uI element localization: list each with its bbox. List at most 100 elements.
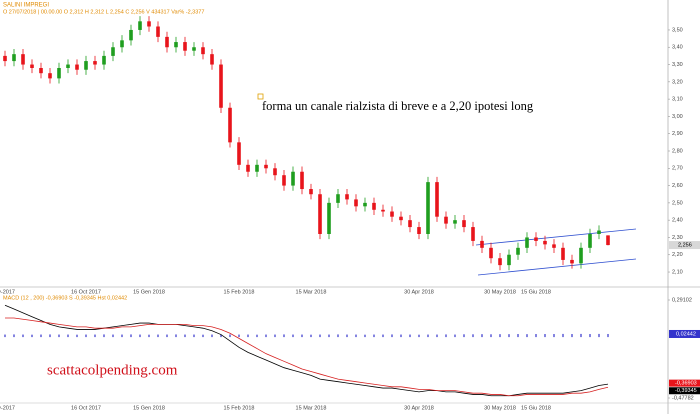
candle-body: [372, 202, 376, 210]
histogram-bar: [40, 334, 42, 338]
histogram-bar: [22, 334, 24, 338]
histogram-bar: [364, 334, 366, 338]
candle-body: [228, 107, 232, 143]
candle-body: [453, 220, 457, 224]
candle-body: [264, 164, 268, 169]
x-tick-label: 15 Mar 2018: [296, 289, 327, 295]
candle-body: [291, 171, 295, 186]
candle-body: [174, 42, 178, 48]
y-tick-label: 3,40: [672, 45, 683, 51]
candle-body: [102, 55, 106, 65]
histogram-bar: [409, 334, 411, 338]
x-tick-label: 15 Feb 2018: [224, 405, 255, 411]
histogram-bar: [211, 334, 213, 338]
histogram-bar: [508, 334, 510, 338]
candle-body: [489, 247, 493, 259]
candle-body: [417, 227, 421, 234]
histogram-bar: [247, 334, 249, 338]
candle-body: [390, 211, 394, 217]
candle-body: [237, 142, 241, 165]
histogram-bar: [490, 334, 492, 338]
histogram-bar: [355, 334, 357, 338]
histogram-bar: [274, 334, 276, 338]
candle-body: [282, 175, 286, 186]
x-tick-label: 15 Mar 2018: [296, 405, 327, 411]
ohlc-info: O 27/07/2018 | 00.00.00 O 2,312 H 2,312 …: [3, 9, 204, 15]
hist-label: 0,02442: [676, 331, 696, 337]
x-tick-label: 15 Feb 2018: [224, 289, 255, 295]
x-tick-label: 15 Gen 2018: [133, 289, 165, 295]
y-tick-label: 2,90: [672, 131, 683, 137]
histogram-bar: [220, 334, 222, 338]
x-tick-label: 30 May 2018: [484, 289, 516, 295]
histogram-bar: [418, 334, 420, 338]
candle-body: [399, 216, 403, 221]
histogram-bar: [517, 334, 519, 338]
candle-body: [93, 61, 97, 65]
x-tick-label: ov-2017: [0, 289, 15, 295]
histogram-bar: [463, 334, 465, 338]
macd-value-box: [669, 379, 700, 387]
candle-body: [120, 40, 124, 48]
histogram-bar: [346, 334, 348, 338]
candle-body: [66, 64, 70, 68]
histogram-bar: [58, 334, 60, 338]
candle-body: [507, 254, 511, 266]
candle-body: [327, 202, 331, 234]
candle-body: [219, 64, 223, 108]
histogram-bar: [589, 334, 591, 338]
candle-body: [381, 209, 385, 212]
candle-body: [12, 54, 16, 62]
histogram-bar: [256, 334, 258, 338]
x-tick-label: 30 Apr 2018: [404, 405, 434, 411]
histogram-bar: [184, 334, 186, 338]
candle-body: [138, 21, 142, 30]
candle-body: [354, 199, 358, 207]
macd-y-tick-label: 0,29102: [672, 297, 692, 303]
histogram-bar: [13, 334, 15, 338]
candle-body: [588, 233, 592, 248]
histogram-bar: [130, 334, 132, 338]
y-tick-label: 3,00: [672, 114, 683, 120]
candle-body: [318, 194, 322, 234]
hist-label-box: [669, 329, 700, 338]
histogram-bar: [283, 334, 285, 338]
x-tick-label: 30 May 2018: [484, 405, 516, 411]
histogram-bar: [4, 334, 6, 338]
histogram-bar: [49, 334, 51, 338]
candle-body: [255, 164, 259, 172]
histogram-bar: [391, 334, 393, 338]
histogram-bar: [553, 334, 555, 338]
watermark: scattacolpending.com: [47, 362, 178, 378]
y-tick-label: 2,40: [672, 218, 683, 224]
y-tick-label: 3,10: [672, 97, 683, 103]
histogram-bar: [292, 334, 294, 338]
candle-body: [426, 182, 430, 234]
y-tick-label: 2,70: [672, 166, 683, 172]
candle-body: [543, 240, 547, 245]
histogram-bar: [499, 334, 501, 338]
candle-body: [156, 26, 160, 37]
histogram-bar: [562, 333, 564, 338]
candle-body: [3, 55, 7, 62]
candle-body: [561, 247, 565, 260]
y-tick-label: 2,60: [672, 183, 683, 189]
candle-body: [408, 220, 412, 228]
candle-body: [183, 42, 187, 51]
candle-body: [147, 21, 151, 27]
x-tick-label: 30 Apr 2018: [404, 289, 434, 295]
y-tick-label: 2,20: [672, 252, 683, 258]
histogram-bar: [526, 334, 528, 338]
histogram-bar: [328, 334, 330, 338]
candle-body: [462, 220, 466, 228]
candle-body: [606, 235, 610, 246]
histogram-bar: [373, 334, 375, 338]
candle-body: [552, 244, 556, 248]
histogram-bar: [607, 333, 609, 338]
histogram-bar: [472, 334, 474, 338]
candle-body: [336, 194, 340, 203]
candle-body: [516, 247, 520, 255]
candle-body: [21, 54, 25, 65]
